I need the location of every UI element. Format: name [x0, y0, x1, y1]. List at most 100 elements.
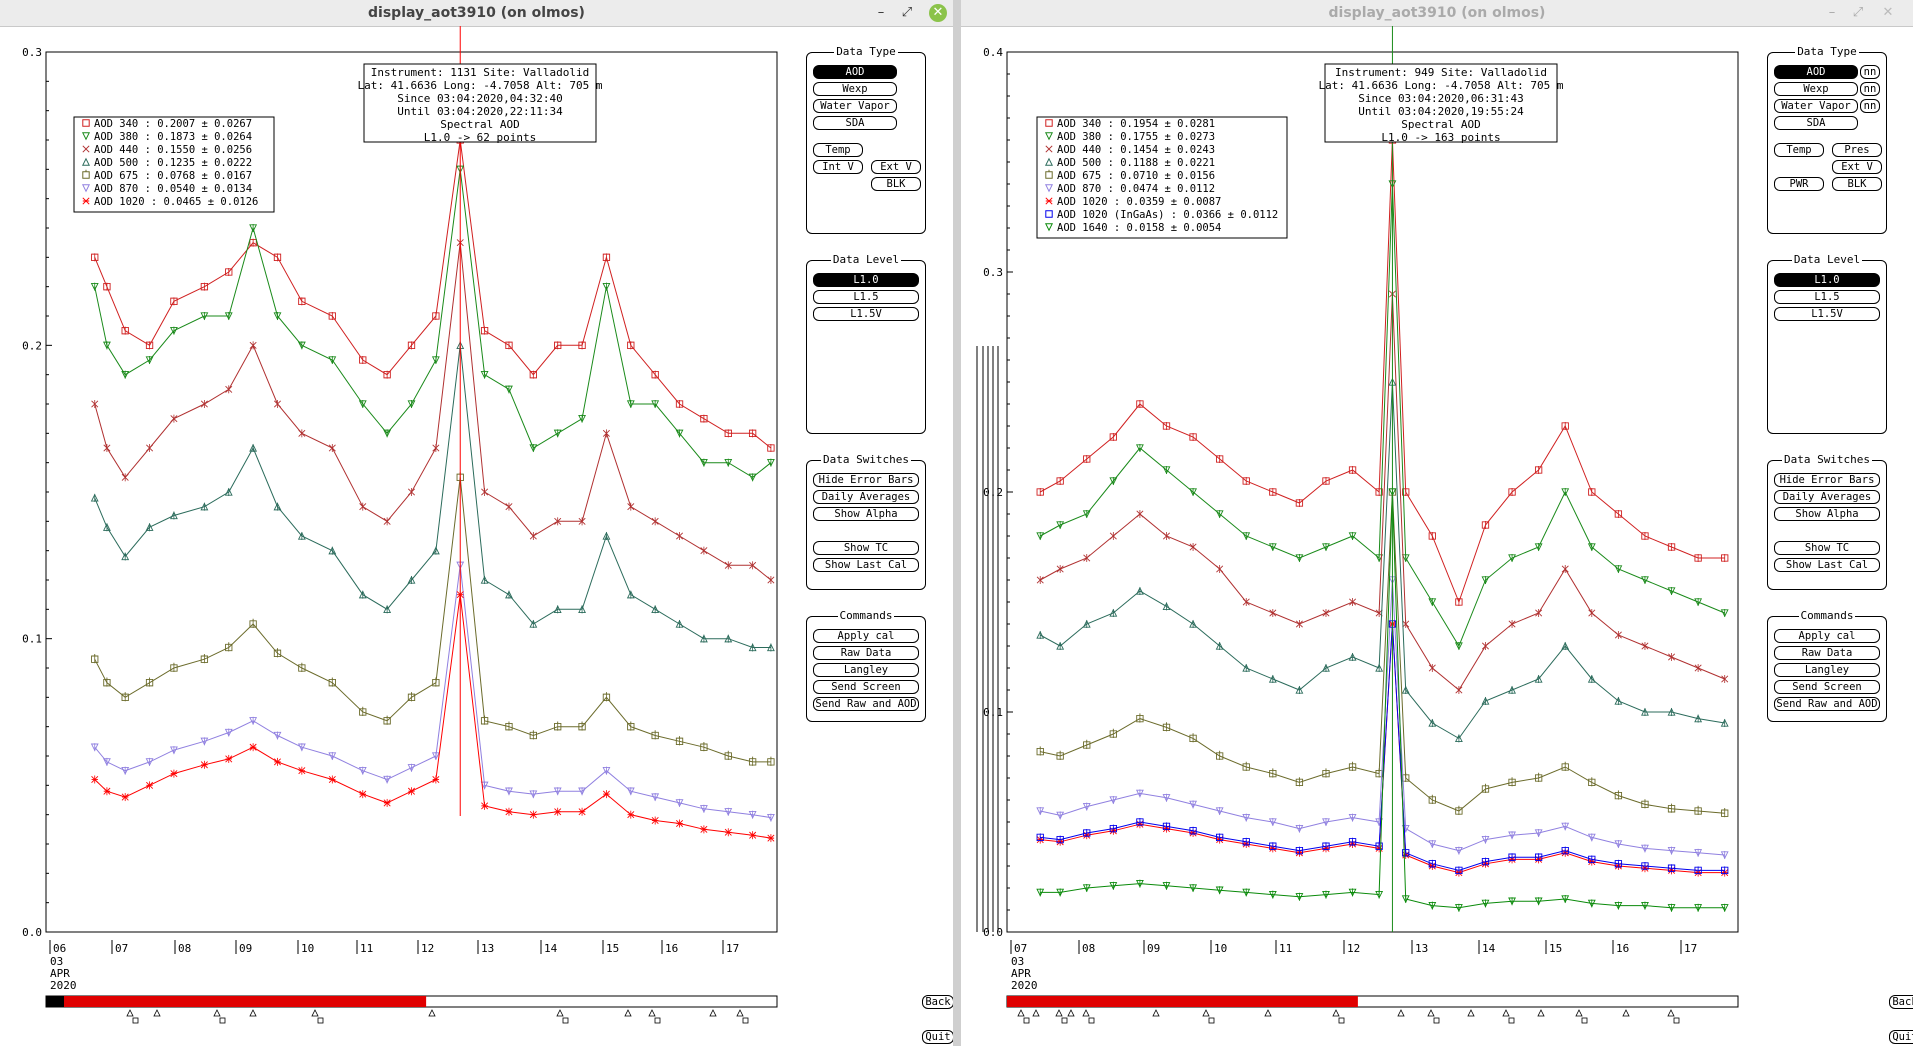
side-toggle[interactable]: nn [1860, 99, 1880, 113]
button-l1-5v[interactable]: L1.5V [1774, 307, 1880, 321]
data-point [1481, 857, 1490, 866]
data-point [169, 746, 178, 755]
close-button[interactable]: ✕ [929, 4, 947, 22]
data-point [1561, 565, 1569, 573]
data-point [1694, 554, 1702, 562]
button-raw-data[interactable]: Raw Data [1774, 646, 1880, 660]
data-point [358, 400, 367, 409]
event-marker [648, 1009, 656, 1017]
side-toggle[interactable]: nn [1860, 82, 1880, 96]
button-pres[interactable]: Pres [1832, 143, 1882, 157]
quit-button[interactable]: Quit [1889, 1030, 1913, 1044]
button-langley[interactable]: Langley [1774, 663, 1880, 677]
data-point [273, 400, 282, 408]
data-point [505, 385, 513, 394]
button-show-last-cal[interactable]: Show Last Cal [1774, 558, 1880, 572]
button-wexp[interactable]: Wexp [1774, 82, 1858, 96]
button-send-screen[interactable]: Send Screen [813, 680, 919, 694]
data-point [1668, 653, 1676, 661]
button-show-tc[interactable]: Show TC [813, 541, 919, 555]
right-titlebar[interactable]: display_aot3910 (on olmos) – ⤢ ✕ [961, 0, 1913, 27]
button-raw-data[interactable]: Raw Data [813, 646, 919, 660]
button-daily-averages[interactable]: Daily Averages [1774, 490, 1880, 504]
info-text: Until 03:04:2020,22:11:34 [397, 105, 563, 118]
data-point [1056, 750, 1064, 760]
button-show-alpha[interactable]: Show Alpha [1774, 507, 1880, 521]
button-l1-5[interactable]: L1.5 [1774, 290, 1880, 304]
info-box [1324, 63, 1558, 143]
data-point [432, 677, 440, 687]
button-daily-averages[interactable]: Daily Averages [813, 490, 919, 504]
button-send-raw-and-aod[interactable]: Send Raw and AOD [813, 697, 919, 711]
minimize-button[interactable]: – [1828, 5, 1836, 20]
button-aod[interactable]: AOD [1774, 65, 1858, 79]
left-titlebar[interactable]: display_aot3910 (on olmos) – ⤢ ✕ [0, 0, 953, 27]
data-point [1401, 685, 1410, 694]
button-apply-cal[interactable]: Apply cal [1774, 629, 1880, 643]
legend-entry: AOD 675 : 0.0768 ± 0.0167 [94, 170, 252, 182]
button-pwr[interactable]: PWR [1774, 177, 1824, 191]
button-show-last-cal[interactable]: Show Last Cal [813, 558, 919, 572]
button-blk[interactable]: BLK [871, 177, 921, 191]
maximize-button[interactable]: ⤢ [1852, 5, 1864, 20]
data-point [1534, 897, 1543, 906]
data-point [145, 677, 154, 687]
data-point [1534, 853, 1543, 861]
data-point [1508, 685, 1516, 694]
panel-commands: Commands Apply cal Raw Data Langley Send Scr… [806, 609, 926, 722]
event-marker [1032, 1009, 1040, 1017]
maximize-button[interactable]: ⤢ [901, 5, 913, 20]
data-point [1454, 904, 1463, 913]
data-point [1109, 728, 1117, 738]
data-point [1481, 576, 1490, 585]
button-l1-5[interactable]: L1.5 [813, 290, 919, 304]
data-point [651, 793, 660, 802]
button-apply-cal[interactable]: Apply cal [813, 629, 919, 643]
side-toggle[interactable]: nn [1860, 65, 1880, 79]
back-button[interactable]: Back [922, 995, 953, 1009]
data-point [529, 790, 538, 799]
button-temp[interactable]: Temp [1774, 143, 1824, 157]
button-aod[interactable]: AOD [813, 65, 897, 79]
data-point [1508, 831, 1516, 840]
data-point [359, 356, 367, 364]
button-show-tc[interactable]: Show TC [1774, 541, 1880, 555]
legend-marker [1045, 145, 1053, 153]
button-langley[interactable]: Langley [813, 663, 919, 677]
data-point [1322, 890, 1330, 899]
button-wexp[interactable]: Wexp [813, 82, 897, 96]
button-hide-error-bars[interactable]: Hide Error Bars [1774, 473, 1880, 487]
button-sda[interactable]: SDA [813, 116, 897, 130]
minimize-button[interactable]: – [877, 5, 885, 20]
back-button[interactable]: Back [1889, 995, 1913, 1009]
quit-button[interactable]: Quit [922, 1030, 953, 1044]
button-send-raw-and-aod[interactable]: Send Raw and AOD [1774, 697, 1880, 711]
button-send-screen[interactable]: Send Screen [1774, 680, 1880, 694]
button-ext-v[interactable]: Ext V [871, 160, 921, 174]
data-point [1216, 833, 1224, 842]
button-sda[interactable]: SDA [1774, 116, 1858, 130]
button-show-alpha[interactable]: Show Alpha [813, 507, 919, 521]
button-water-vapor[interactable]: Water Vapor [1774, 99, 1858, 113]
data-point [1322, 543, 1330, 552]
data-point [225, 755, 233, 763]
button-int-v[interactable]: Int V [813, 160, 863, 174]
button-l1-5v[interactable]: L1.5V [813, 307, 919, 321]
data-point [1375, 842, 1383, 850]
data-point [1268, 543, 1277, 552]
x-tick-label: 15 [606, 942, 619, 955]
button-hide-error-bars[interactable]: Hide Error Bars [813, 473, 919, 487]
button-l1-0[interactable]: L1.0 [1774, 273, 1880, 287]
button-ext-v[interactable]: Ext V [1832, 160, 1882, 174]
button-temp[interactable]: Temp [813, 143, 863, 157]
close-button[interactable]: ✕ [1882, 5, 1894, 20]
event-marker [1537, 1009, 1545, 1017]
data-point [1428, 860, 1436, 868]
data-point [103, 283, 111, 291]
data-point [1534, 674, 1543, 683]
button-l1-0[interactable]: L1.0 [813, 273, 919, 287]
data-point [273, 758, 282, 766]
data-point [505, 721, 513, 731]
button-blk[interactable]: BLK [1832, 177, 1882, 191]
button-water-vapor[interactable]: Water Vapor [813, 99, 897, 113]
